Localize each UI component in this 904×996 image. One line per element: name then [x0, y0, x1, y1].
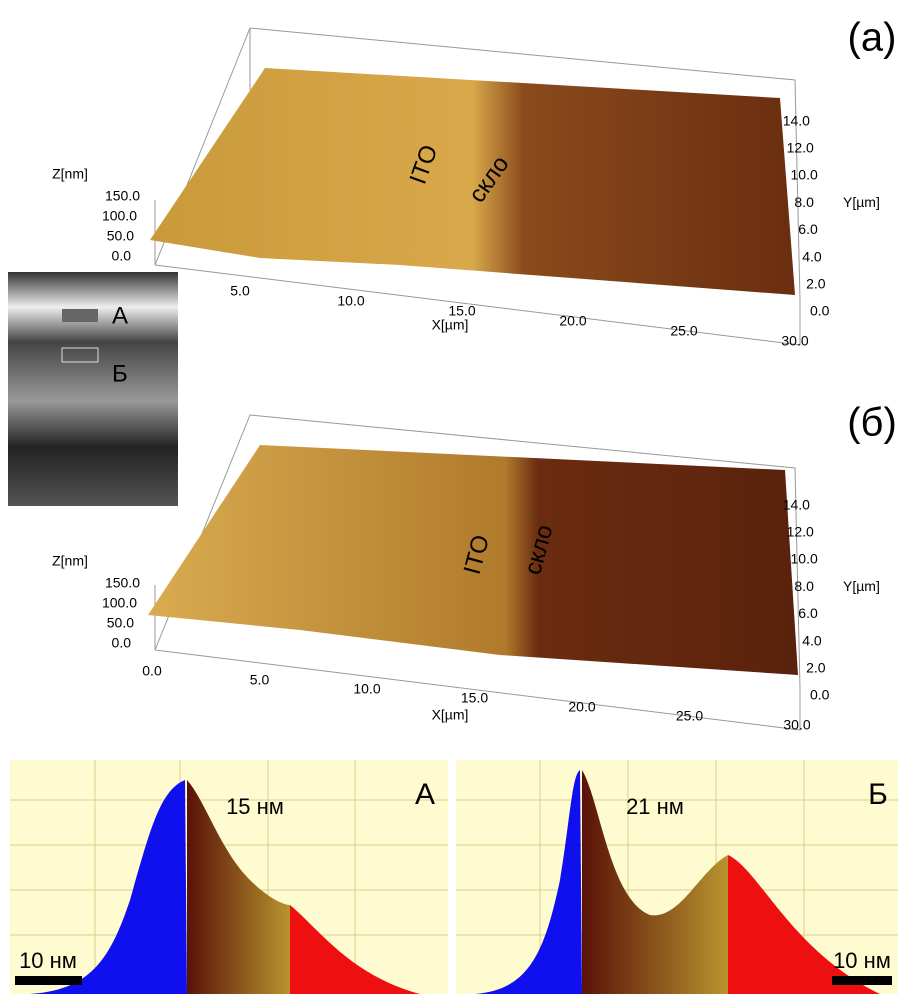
z-tick-label: 150.0	[105, 188, 140, 204]
y-tick-label: 12.0	[787, 524, 814, 540]
x-axis-title: X[µm]	[432, 707, 469, 723]
x-tick-label: 20.0	[568, 699, 595, 715]
x-tick-label: 20.0	[559, 313, 586, 329]
z-tick-label: 50.0	[107, 228, 134, 244]
hist-right	[290, 905, 420, 994]
histogram-annotation: 21 нм	[626, 794, 684, 819]
y-tick-label: 10.0	[791, 551, 818, 567]
hist-left	[30, 780, 187, 994]
y-tick-label: 12.0	[787, 140, 814, 156]
scale-bar	[15, 976, 82, 985]
z-axis-title: Z[nm]	[52, 166, 88, 182]
z-tick-label: 100.0	[102, 595, 137, 611]
histogram-annotation: 15 нм	[226, 794, 284, 819]
y-axis-title: Y[µm]	[843, 578, 880, 594]
y-tick-label: 10.0	[791, 167, 818, 183]
y-tick-label: 8.0	[794, 578, 814, 594]
inset-label: Б	[112, 360, 128, 387]
z-tick-label: 0.0	[112, 248, 132, 264]
y-tick-label: 14.0	[783, 496, 810, 512]
y-tick-label: 2.0	[806, 660, 826, 676]
x-tick-label: 25.0	[670, 323, 697, 339]
scale-bar-label: 10 нм	[19, 948, 77, 973]
inset-image	[8, 272, 178, 506]
region-b	[61, 347, 99, 363]
z-tick-label: 100.0	[102, 208, 137, 224]
scale-bar-label: 10 нм	[833, 948, 891, 973]
surface-plot-b	[148, 414, 801, 731]
panel-label: (a)	[848, 16, 897, 60]
y-tick-label: 8.0	[794, 194, 814, 210]
panel-label: (б)	[847, 401, 897, 445]
y-tick-label: 14.0	[783, 112, 810, 128]
z-axis-title: Z[nm]	[52, 553, 88, 569]
y-tick-label: 2.0	[806, 276, 826, 292]
surface	[148, 445, 798, 675]
box-frame	[154, 27, 801, 346]
inset-label: А	[112, 302, 128, 329]
x-tick-label: 30.0	[783, 717, 810, 733]
surface-plot-a	[150, 27, 801, 346]
x-axis-title: X[µm]	[432, 317, 469, 333]
x-tick-label: 10.0	[353, 681, 380, 697]
x-tick-label: 15.0	[448, 303, 475, 319]
x-tick-label: 5.0	[230, 283, 250, 299]
hist-right	[728, 855, 880, 994]
y-tick-label: 0.0	[810, 303, 830, 319]
y-tick-label: 0.0	[810, 687, 830, 703]
histogram-label: Б	[868, 778, 888, 811]
x-tick-label: 30.0	[781, 333, 808, 349]
z-tick-label: 0.0	[112, 635, 132, 651]
region-a	[62, 309, 98, 322]
z-tick-label: 50.0	[107, 615, 134, 631]
histogram-a	[10, 760, 448, 994]
histogram-b	[456, 760, 898, 994]
y-tick-label: 6.0	[798, 221, 818, 237]
inset	[8, 272, 178, 506]
y-tick-label: 4.0	[802, 632, 822, 648]
hist-mid	[187, 780, 290, 994]
hist-left	[475, 770, 582, 994]
x-tick-label: 0.0	[142, 663, 162, 679]
surface	[150, 68, 795, 295]
x-tick-label: 15.0	[461, 690, 488, 706]
scale-bar	[832, 976, 892, 985]
y-tick-label: 4.0	[802, 248, 822, 264]
histogram-label: А	[415, 778, 435, 811]
x-tick-label: 25.0	[676, 708, 703, 724]
x-tick-label: 5.0	[250, 672, 270, 688]
hist-mid	[582, 770, 728, 994]
y-tick-label: 6.0	[798, 605, 818, 621]
y-axis-title: Y[µm]	[843, 194, 880, 210]
z-tick-label: 150.0	[105, 575, 140, 591]
x-tick-label: 10.0	[337, 293, 364, 309]
